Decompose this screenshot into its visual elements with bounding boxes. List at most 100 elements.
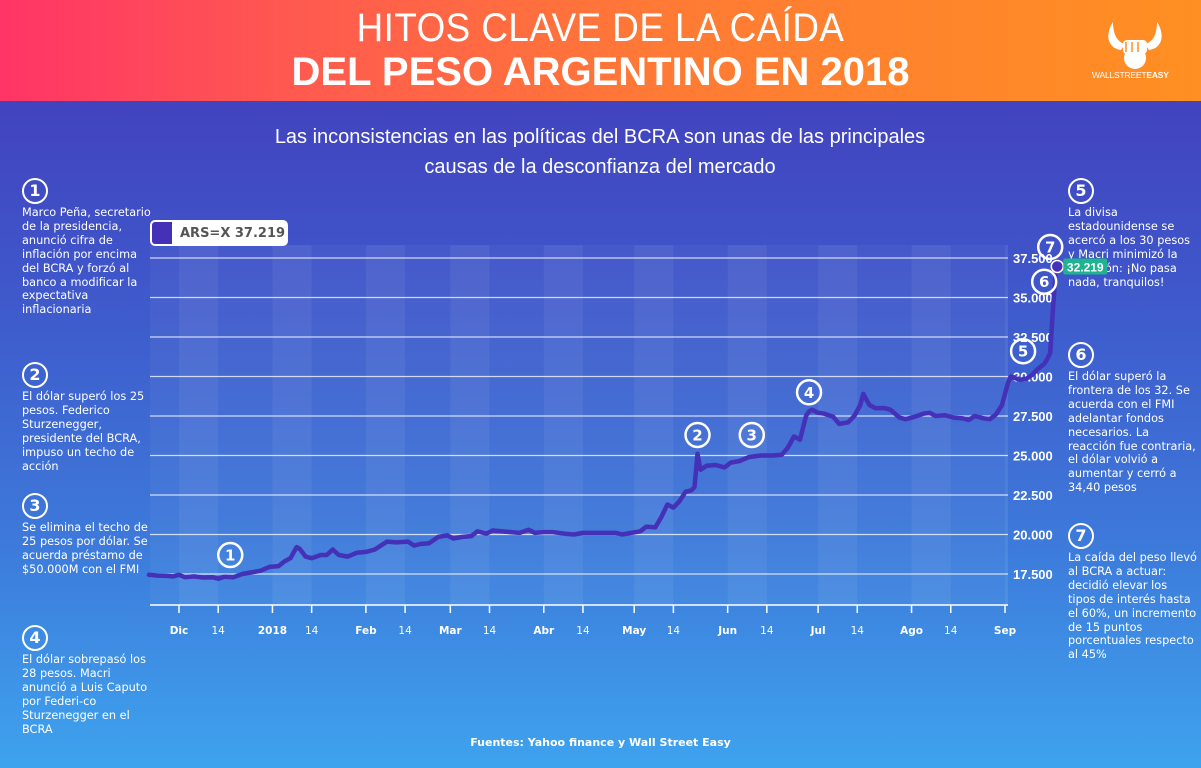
last-value-badge (1063, 258, 1108, 275)
subtitle-line-2: causas de la desconfianza del mercado (424, 156, 776, 178)
legend-label: ARS=X 37.219 (180, 225, 286, 241)
milestone-note-4: 4 El dólar sobrepasó los 28 pesos. Macri… (22, 625, 152, 736)
background-band (218, 245, 273, 605)
x-tick-label: Feb (355, 625, 377, 637)
background-band (634, 245, 674, 605)
milestone-number-badge: 5 (1068, 178, 1094, 204)
x-tick-label: 14 (483, 625, 497, 637)
series-line-ars-usd (146, 260, 1062, 581)
subtitle: Las inconsistencias en las políticas del… (150, 122, 1050, 182)
x-tick-label: Sep (994, 625, 1017, 637)
y-tick-label: 25.000 (1013, 449, 1053, 464)
milestone-number: 6 (1039, 273, 1049, 291)
x-tick-label: Jun (717, 625, 737, 637)
milestone-marker-6: 6 (1030, 268, 1058, 295)
logo-text-light: WALLSTREET (1092, 70, 1147, 80)
background-band (311, 245, 366, 605)
milestone-markers: 1 2 3 4 5 6 7 (216, 233, 1064, 569)
y-tick-label: 17.500 (1013, 567, 1053, 582)
last-value-marker: 32.219 (1050, 258, 1108, 275)
x-tick-label: 14 (576, 625, 590, 637)
milestone-marker-3: 3 (738, 421, 766, 449)
y-tick-label: 20.000 (1013, 528, 1053, 543)
x-tick-label: 14 (760, 625, 774, 637)
milestone-text: La caída del peso llevó al BCRA a actuar… (1068, 551, 1197, 662)
x-tick-label: 14 (398, 625, 412, 637)
background-band (489, 245, 544, 605)
x-tick-label: Abr (533, 625, 555, 637)
milestone-note-2: 2 El dólar superó los 25 pesos. Federico… (22, 362, 152, 473)
x-tick-label: 14 (305, 625, 319, 637)
milestone-circle (1036, 233, 1064, 261)
background-band (1005, 245, 1008, 605)
milestone-marker-1: 1 (216, 541, 244, 569)
milestone-number: 3 (747, 426, 757, 444)
x-tick-label: 14 (851, 625, 865, 637)
background-band (450, 245, 490, 605)
chart-background-bands (150, 245, 1008, 605)
x-tick-label: Jul (810, 625, 826, 637)
bull-horns-fist-icon (1108, 22, 1162, 69)
subtitle-line-1: Las inconsistencias en las políticas del… (274, 126, 926, 148)
milestone-number-badge: 2 (22, 362, 48, 388)
x-tick-label: Ago (900, 625, 923, 637)
y-tick-label: 22.500 (1013, 488, 1053, 503)
title-line-1: HITOS CLAVE DE LA CAÍDA (356, 6, 845, 50)
header-banner: HITOS CLAVE DE LA CAÍDA DEL PESO ARGENTI… (0, 0, 1201, 101)
y-tick-label: 32.500 (1013, 330, 1053, 345)
milestone-text: El dólar sobrepasó los 28 pesos. Macri a… (22, 653, 148, 736)
milestone-circle (216, 541, 244, 569)
milestone-note-7: 7 La caída del peso llevó al BCRA a actu… (1068, 523, 1198, 662)
background-band (673, 245, 728, 605)
milestone-circle (684, 421, 711, 449)
milestone-circle (1009, 337, 1037, 365)
milestone-note-6: 6 El dólar superó la frontera de los 32.… (1068, 342, 1198, 495)
milestone-number-badge: 7 (1068, 523, 1094, 549)
background-band (911, 245, 951, 605)
background-band (543, 245, 583, 605)
legend-swatch (152, 222, 172, 244)
y-axis-labels: 17.50020.00022.50025.00027.50030.00032.5… (1013, 251, 1053, 582)
milestone-number: 1 (225, 547, 235, 565)
background-band (950, 245, 1005, 605)
milestone-text: Marco Peña, secretario de la presidencia… (22, 206, 151, 317)
milestone-note-3: 3 Se elimina el techo de 25 pesos por dó… (22, 493, 152, 577)
milestone-marker-4: 4 (795, 379, 823, 406)
milestone-text: Se elimina el techo de 25 pesos por dóla… (22, 521, 148, 576)
x-tick-label: 2018 (258, 625, 287, 637)
milestone-number-badge: 6 (1068, 342, 1094, 368)
milestone-number-badge: 1 (22, 178, 48, 204)
grid-lines (150, 257, 1008, 575)
milestone-circle (1030, 268, 1058, 295)
background-band (179, 245, 219, 605)
background-band (582, 245, 635, 605)
x-tick-label: Mar (439, 625, 463, 637)
background-band (857, 245, 912, 605)
milestone-text: El dólar superó los 25 pesos. Federico S… (22, 390, 145, 473)
milestone-marker-2: 2 (684, 421, 711, 449)
background-band (272, 245, 312, 605)
x-tick-label: 14 (667, 625, 681, 637)
legend: ARS=X 37.219 (150, 220, 288, 246)
x-axis: Dic 14 2018 14 Feb 14 Mar 14 Abr 14 May 14 Jun 14 Jul 1… (150, 604, 1017, 637)
milestone-marker-7: 7 (1036, 233, 1064, 261)
milestone-number-badge: 4 (22, 625, 48, 651)
milestone-note-1: 1 Marco Peña, secretario de la presidenc… (22, 178, 152, 317)
milestone-text: El dólar superó la frontera de los 32. S… (1068, 370, 1196, 495)
y-tick-label: 27.500 (1013, 409, 1053, 424)
source-note: Fuentes: Yahoo finance y Wall Street Eas… (470, 736, 731, 749)
background-band (766, 245, 819, 605)
background-band (405, 245, 451, 605)
x-tick-label: Dic (170, 625, 189, 637)
background-band (150, 245, 179, 605)
milestone-number: 2 (692, 426, 702, 444)
last-value-label: 32.219 (1067, 260, 1104, 274)
x-tick-label: 14 (944, 625, 958, 637)
logo-text-bold: EASY (1146, 70, 1169, 80)
x-tick-label: May (622, 625, 646, 637)
last-point-dot (1050, 259, 1065, 274)
milestone-circle (795, 379, 823, 406)
milestone-marker-5: 5 (1009, 337, 1037, 365)
milestone-number: 4 (804, 384, 814, 402)
